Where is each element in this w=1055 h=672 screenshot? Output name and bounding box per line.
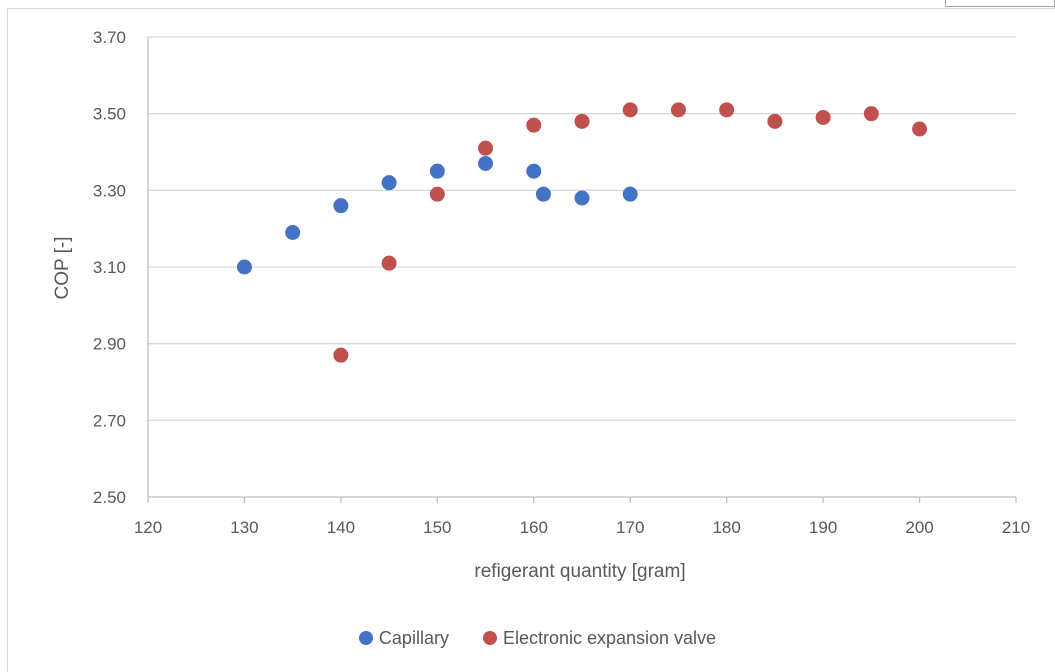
data-point-electronic-expansion-valve	[719, 102, 735, 118]
tick-labels: 2.50 2.70 2.90 3.10 3.30 3.50 3.70 120 130 140 150…	[93, 28, 1030, 537]
legend-label-electronic-expansion-valve: Electronic expansion valve	[502, 627, 717, 648]
data-point-electronic-expansion-valve	[333, 347, 349, 363]
data-point-electronic-expansion-valve	[767, 113, 783, 129]
data-points	[236, 102, 928, 363]
data-point-electronic-expansion-valve	[622, 102, 638, 118]
data-point-electronic-expansion-valve	[478, 140, 494, 156]
data-point-capillary	[526, 163, 542, 179]
legend-entry-capillary: Capillary	[358, 627, 449, 649]
y-tick-label: 3.10	[93, 258, 126, 277]
frame-border-left	[7, 8, 8, 672]
x-tick-label: 140	[327, 518, 355, 537]
y-tick-label: 2.50	[93, 488, 126, 507]
data-point-capillary	[478, 156, 494, 171]
legend-marker-electronic-expansion-valve	[482, 631, 497, 645]
x-tick-label: 180	[712, 518, 740, 537]
data-point-electronic-expansion-valve	[815, 110, 831, 125]
data-point-capillary	[574, 190, 590, 206]
legend-label-capillary: Capillary	[378, 627, 449, 648]
x-tick-label: 150	[423, 518, 451, 537]
gridlines	[148, 36, 1016, 421]
y-tick-label: 3.30	[93, 181, 126, 200]
y-tick-label: 2.90	[93, 335, 126, 354]
data-point-electronic-expansion-valve	[526, 117, 542, 133]
x-tick-label: 130	[230, 518, 258, 537]
y-tick-label: 2.70	[93, 411, 126, 430]
x-axis-title: refigerant quantity [gram]	[474, 561, 685, 582]
data-point-electronic-expansion-valve	[429, 186, 445, 202]
data-point-capillary	[622, 186, 638, 202]
data-point-capillary	[429, 163, 445, 179]
x-tick-label: 190	[809, 518, 837, 537]
legend-marker-capillary	[358, 631, 373, 645]
data-point-capillary	[285, 225, 301, 240]
data-point-electronic-expansion-valve	[670, 102, 686, 118]
x-tick-label: 170	[616, 518, 644, 537]
axes	[147, 37, 1017, 503]
data-point-capillary	[381, 175, 397, 191]
data-point-capillary	[535, 186, 551, 202]
frame-border-top	[7, 8, 1055, 9]
legend-entry-electronic-expansion-valve: Electronic expansion valve	[482, 627, 717, 649]
y-tick-label: 3.50	[93, 105, 126, 124]
x-tick-label: 210	[1002, 518, 1030, 537]
data-point-electronic-expansion-valve	[912, 121, 928, 137]
x-tick-label: 120	[134, 518, 162, 537]
data-point-capillary	[333, 198, 349, 214]
legend: Capillary Electronic expansion valve	[0, 624, 1055, 652]
x-tick-label: 200	[905, 518, 933, 537]
data-point-electronic-expansion-valve	[863, 106, 879, 122]
data-point-capillary	[236, 259, 252, 275]
y-tick-label: 3.70	[93, 28, 126, 47]
x-tick-label: 160	[520, 518, 548, 537]
data-point-electronic-expansion-valve	[381, 255, 397, 271]
y-axis-title: COP [-]	[52, 237, 73, 300]
data-point-electronic-expansion-valve	[574, 113, 590, 129]
